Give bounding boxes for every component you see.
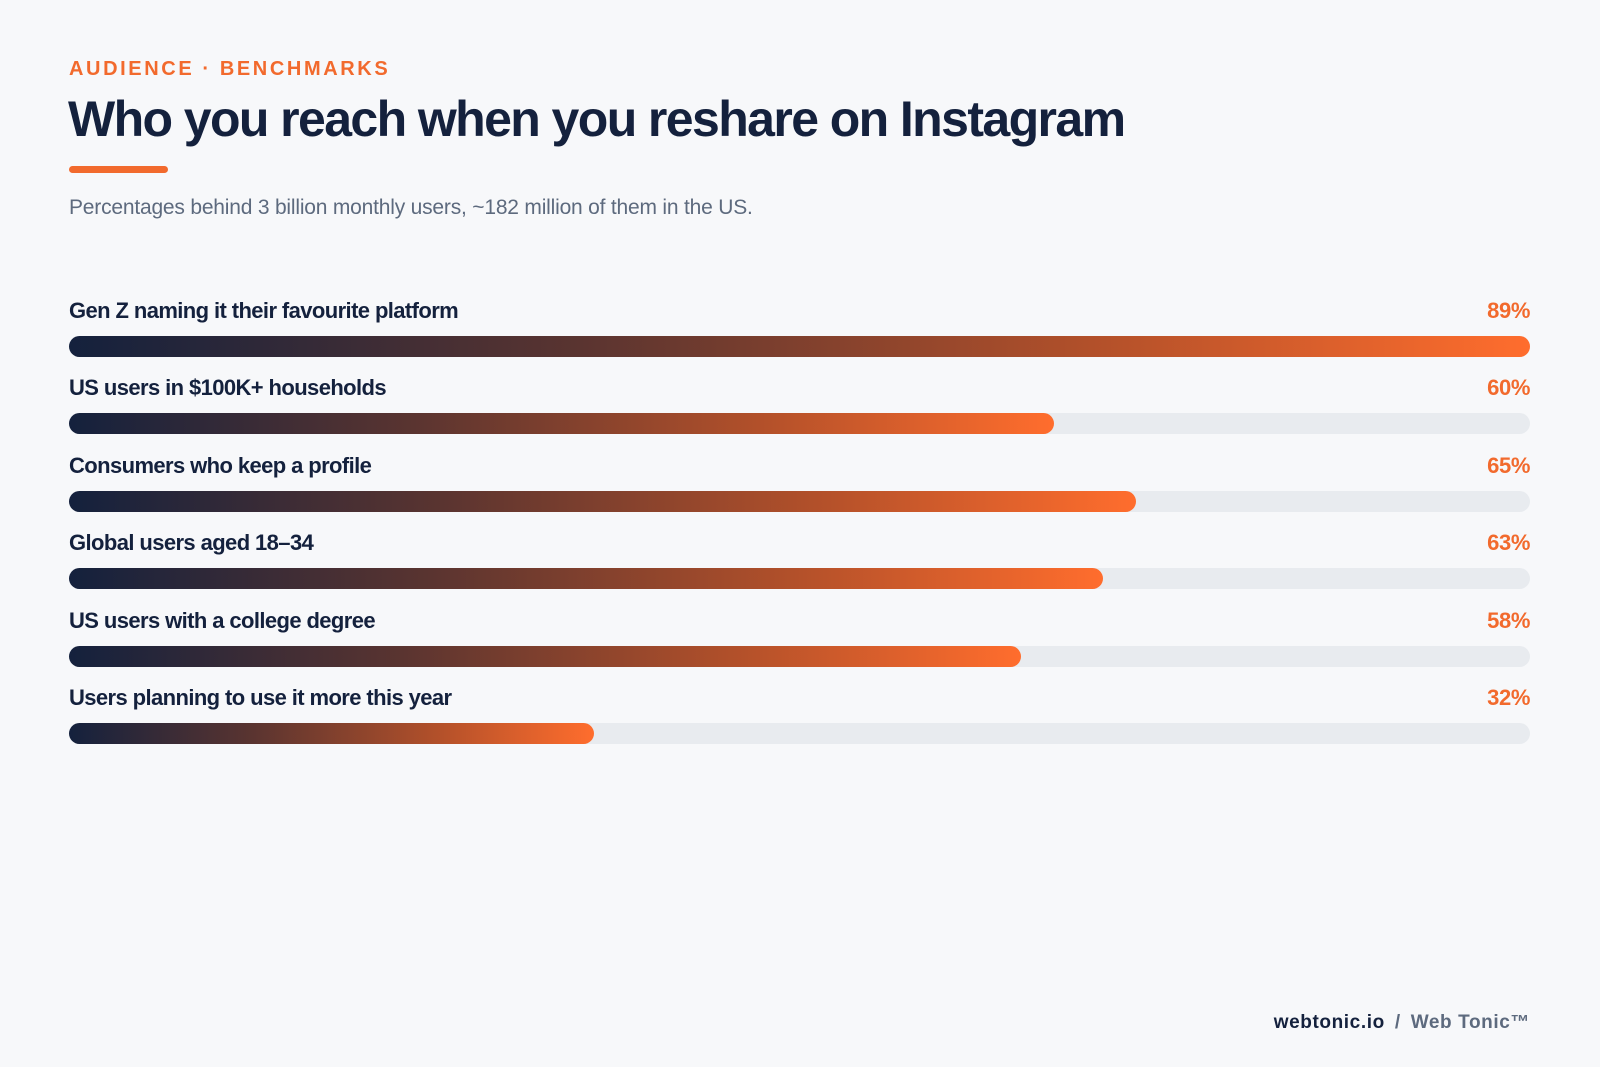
bar-row: Consumers who keep a profile 65%	[69, 451, 1530, 528]
bar-row: Gen Z naming it their favourite platform…	[69, 296, 1530, 373]
bar-row: US users in $100K+ households 60%	[69, 373, 1530, 450]
bar-label: Global users aged 18–34	[69, 530, 314, 556]
bar-track	[69, 413, 1530, 435]
eyebrow-label: AUDIENCE · BENCHMARKS	[69, 58, 391, 80]
footer-separator: /	[1394, 1012, 1401, 1033]
bar-row: Users planning to use it more this year 3…	[69, 683, 1530, 760]
footer-brand: Web Tonic™	[1410, 1012, 1530, 1033]
page-title: Who you reach when you reshare on Instag…	[68, 91, 1126, 147]
bar-label: Gen Z naming it their favourite platform	[69, 298, 459, 323]
bar-value-label: 58%	[1487, 607, 1530, 633]
bar-value-label: 89%	[1487, 298, 1530, 323]
bar-track	[69, 568, 1530, 590]
title-underline	[69, 166, 168, 173]
bar-fill	[69, 568, 1104, 590]
bar-row: Global users aged 18–34 63%	[69, 528, 1530, 605]
page-subtitle: Percentages behind 3 billion monthly use…	[69, 196, 753, 219]
bar-chart: Gen Z naming it their favourite platform…	[69, 296, 1530, 760]
bar-value-label: 32%	[1487, 684, 1530, 710]
bar-fill	[69, 413, 1054, 435]
footer-site: webtonic.io	[1273, 1012, 1385, 1033]
bar-track	[69, 722, 1530, 744]
footer-credit: webtonic.io / Web Tonic™	[1274, 1012, 1530, 1034]
bar-label: US users in $100K+ households	[69, 375, 387, 401]
bar-row: US users with a college degree 58%	[69, 606, 1530, 683]
bar-fill	[69, 336, 1530, 357]
bar-label: Consumers who keep a profile	[69, 452, 372, 478]
bar-track	[69, 336, 1530, 357]
bar-label: Users planning to use it more this year	[69, 684, 452, 710]
bar-value-label: 65%	[1487, 452, 1530, 478]
bar-track	[69, 490, 1530, 512]
bar-fill	[69, 722, 595, 744]
bar-label: US users with a college degree	[69, 607, 376, 633]
bar-track	[69, 645, 1530, 667]
bar-value-label: 60%	[1487, 375, 1530, 401]
bar-fill	[69, 490, 1137, 512]
bar-value-label: 63%	[1487, 530, 1530, 556]
bar-fill	[69, 645, 1022, 667]
